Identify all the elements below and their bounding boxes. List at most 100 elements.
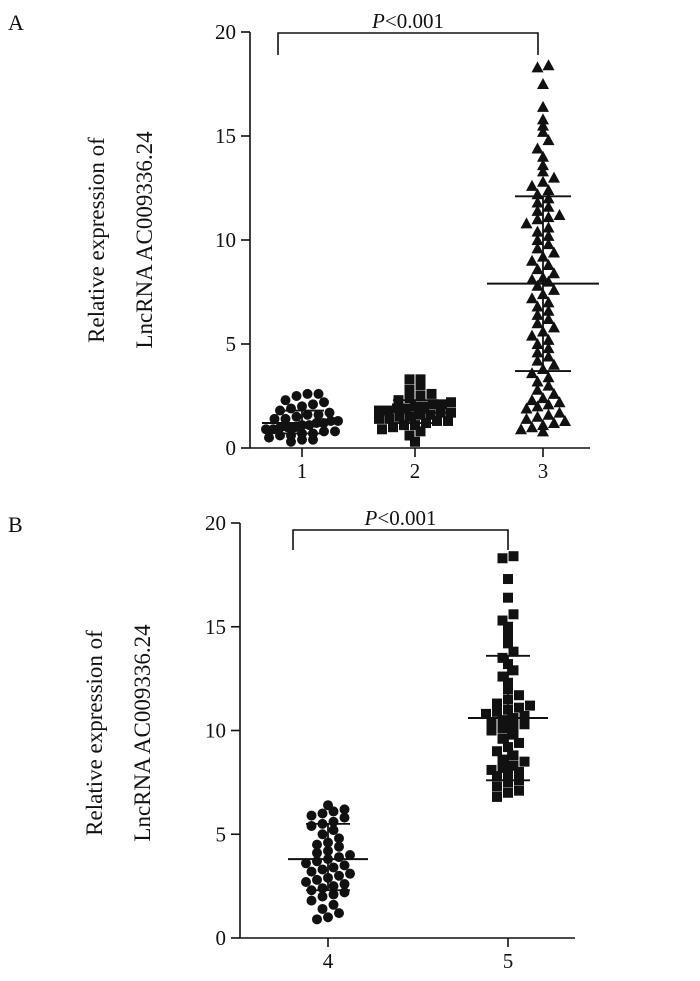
data-point-triangle: [520, 217, 533, 229]
data-point-triangle: [526, 329, 538, 341]
data-point-circle: [291, 391, 302, 401]
data-point-square: [497, 754, 508, 765]
data-point-square: [503, 574, 513, 585]
data-point-triangle: [526, 179, 538, 191]
data-point-triangle: [542, 313, 555, 325]
data-point-triangle: [526, 394, 538, 406]
data-point-circle: [317, 808, 328, 819]
data-point-square: [383, 405, 393, 416]
data-point-circle: [313, 409, 324, 420]
data-point-square: [514, 785, 524, 796]
data-point-triangle: [537, 419, 549, 431]
data-point-circle: [313, 388, 324, 399]
data-point-square: [503, 777, 513, 788]
data-point-square: [384, 413, 395, 424]
data-point-circle: [317, 864, 328, 875]
data-point-square: [503, 638, 513, 649]
data-point-circle: [312, 874, 322, 885]
data-point-triangle: [542, 296, 555, 308]
y-axis-label-line2: LncRNA AC009336.24: [130, 624, 155, 842]
data-point-square: [508, 729, 519, 740]
y-tick-label: 15: [215, 124, 236, 148]
data-point-square: [404, 411, 415, 422]
data-point-circle: [328, 899, 339, 910]
data-point-triangle: [531, 213, 544, 225]
data-point-triangle: [520, 402, 533, 414]
data-point-square: [392, 403, 402, 414]
y-axis-label-line1: Relative expression of: [82, 630, 107, 836]
data-point-square: [415, 374, 426, 385]
data-point-square: [492, 791, 502, 802]
data-point-square: [404, 430, 415, 441]
data-point-square: [508, 551, 519, 562]
data-point-triangle: [531, 300, 544, 312]
data-point-triangle: [531, 375, 544, 387]
significance-bracket: [292, 529, 509, 550]
data-point-circle: [328, 889, 339, 900]
data-point-circle: [269, 413, 280, 424]
significance-p: P: [364, 506, 378, 530]
significance-label: P<0.001: [364, 506, 437, 530]
data-point-triangle: [531, 234, 544, 245]
data-point-circle: [334, 841, 344, 852]
data-point-triangle: [531, 225, 544, 237]
data-point-triangle: [548, 417, 560, 429]
data-point-circle: [264, 432, 274, 443]
data-point-triangle: [548, 267, 560, 279]
y-tick-label: 20: [215, 20, 236, 44]
data-point-circle: [280, 413, 291, 424]
data-point-square: [481, 708, 491, 719]
chart-panel-a: A Relative expression of LncRNA AC009336.2…: [8, 9, 599, 483]
data-point-circle: [302, 409, 313, 420]
data-point-triangle: [520, 412, 533, 424]
data-point-square: [497, 615, 508, 626]
data-point-triangle: [531, 346, 544, 358]
x-tick-label: 5: [503, 949, 514, 973]
x-tick-label: 3: [538, 459, 549, 483]
data-point-triangle: [531, 279, 544, 291]
data-point-square: [514, 690, 524, 701]
data-point-square: [492, 746, 502, 757]
series-3: [487, 59, 599, 437]
data-point-circle: [261, 424, 271, 435]
data-point-square: [415, 426, 426, 437]
significance-value: <0.001: [377, 506, 436, 530]
data-point-triangle: [526, 367, 538, 379]
y-tick-label: 0: [226, 436, 237, 460]
data-point-circle: [317, 829, 328, 840]
data-point-triangle: [526, 421, 538, 433]
data-point-circle: [317, 883, 328, 894]
data-point-triangle: [548, 246, 560, 258]
y-axis-label-line2: LncRNA AC009336.24: [132, 131, 157, 349]
data-point-square: [503, 630, 513, 641]
data-point-triangle: [531, 196, 544, 208]
series-4: [288, 800, 368, 925]
chart-panel-b: B Relative expression of LncRNA AC009336.2…: [8, 506, 575, 973]
data-point-triangle: [542, 371, 555, 383]
data-point-square: [388, 422, 398, 433]
series-2: [374, 374, 456, 447]
data-point-square: [497, 671, 508, 682]
data-point-triangle: [548, 283, 560, 295]
data-point-triangle: [537, 425, 549, 437]
data-point-circle: [306, 866, 317, 877]
data-point-circle: [306, 895, 317, 906]
data-point-circle: [306, 810, 317, 821]
significance-bracket: [277, 32, 539, 55]
data-point-circle: [339, 804, 350, 815]
data-point-square: [401, 403, 411, 414]
data-point-circle: [301, 876, 311, 887]
data-point-triangle: [548, 321, 560, 333]
panel-label: A: [8, 10, 24, 35]
data-point-triangle: [515, 423, 527, 435]
data-point-circle: [282, 422, 293, 433]
data-point-circle: [334, 833, 344, 844]
data-point-square: [374, 413, 384, 424]
data-point-triangle: [542, 258, 555, 270]
data-point-circle: [319, 397, 329, 408]
data-point-square: [519, 756, 530, 767]
data-point-square: [410, 420, 420, 431]
data-point-triangle: [542, 192, 555, 204]
y-tick-label: 15: [205, 615, 226, 639]
series-5: [468, 551, 548, 802]
